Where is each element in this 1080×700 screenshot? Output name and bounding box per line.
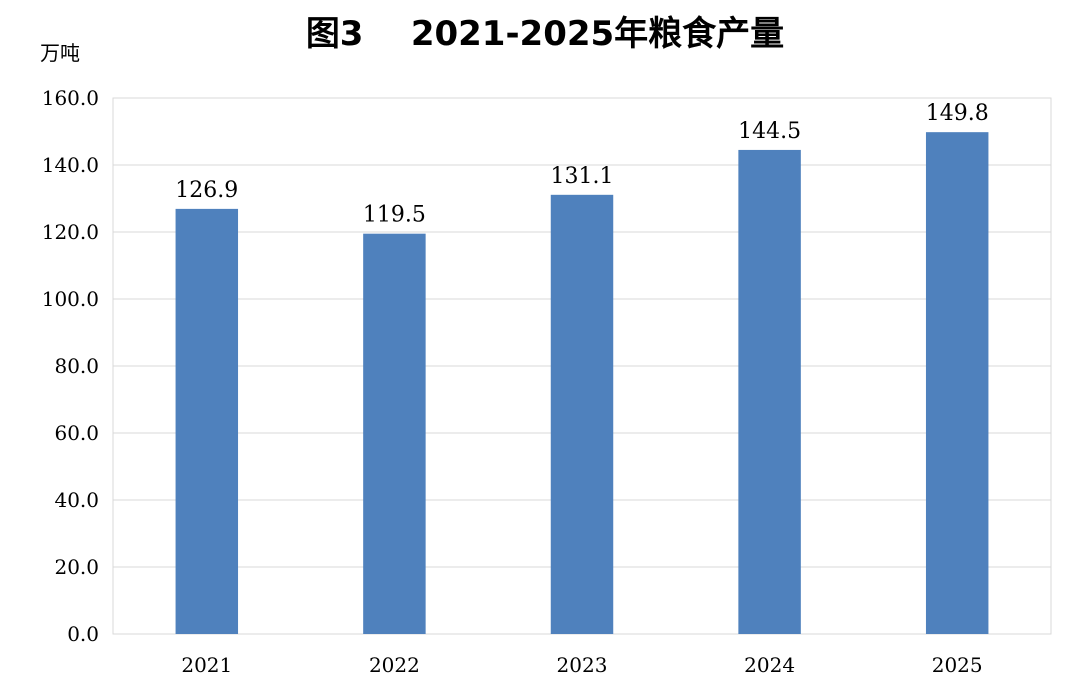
x-tick-label: 2025 (932, 653, 983, 677)
y-tick-label: 160.0 (42, 86, 99, 110)
y-tick-label: 20.0 (54, 555, 99, 579)
x-axis-ticks: 2021 2022 2023 2024 2025 (181, 653, 982, 677)
data-label: 131.1 (551, 164, 614, 189)
data-label: 126.9 (175, 178, 238, 203)
y-tick-label: 60.0 (54, 421, 99, 445)
bar-2024 (738, 149, 801, 635)
data-label: 119.5 (363, 203, 426, 228)
y-tick-label: 120.0 (42, 220, 99, 244)
bar-2022 (363, 233, 426, 635)
bar-2021 (175, 208, 239, 634)
bar-2023 (550, 194, 614, 634)
x-tick-label: 2024 (744, 653, 795, 677)
chart-title: 图3 2021-2025年粮食产量 (306, 14, 784, 54)
y-tick-label: 80.0 (54, 354, 99, 378)
y-axis-unit-label: 万吨 (40, 41, 80, 65)
gridlines (113, 97, 1051, 635)
data-labels: 126.9 119.5 131.1 144.5 149.8 (175, 101, 988, 228)
bars (175, 132, 989, 635)
data-label: 149.8 (926, 101, 989, 126)
x-tick-label: 2022 (369, 653, 420, 677)
y-axis-ticks: 0.0 20.0 40.0 60.0 80.0 100.0 120.0 140.0 160.0 (42, 86, 99, 646)
bar-2025 (925, 132, 989, 635)
y-tick-label: 40.0 (54, 488, 99, 512)
x-tick-label: 2023 (557, 653, 608, 677)
data-label: 144.5 (738, 119, 801, 144)
y-tick-label: 140.0 (42, 153, 99, 177)
y-tick-label: 100.0 (42, 287, 99, 311)
y-tick-label: 0.0 (67, 622, 99, 646)
x-tick-label: 2021 (181, 653, 232, 677)
